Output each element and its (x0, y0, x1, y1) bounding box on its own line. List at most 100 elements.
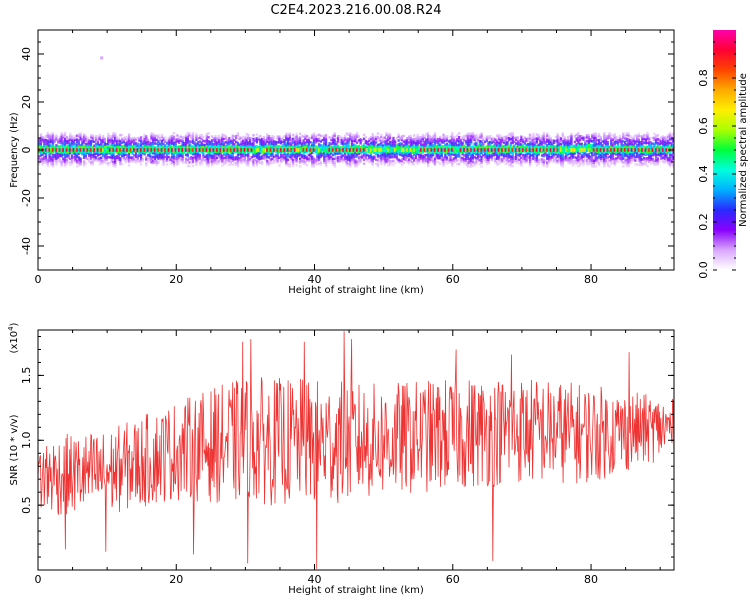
heat-cell (544, 153, 547, 157)
heat-cell (457, 141, 461, 145)
heat-cell (250, 136, 253, 140)
heat-cell (321, 134, 324, 138)
heat-cell (565, 154, 568, 158)
heat-cell (314, 135, 317, 138)
heat-cell (129, 160, 132, 163)
heat-cell-mid (380, 148, 382, 152)
heat-cell (152, 161, 155, 165)
heat-cell (402, 153, 405, 157)
heat-cell (295, 142, 298, 146)
heat-cell (540, 154, 544, 157)
heat-cell (160, 133, 164, 137)
heat-cell (179, 150, 183, 154)
heat-cell (157, 142, 160, 145)
heat-cell (63, 147, 67, 150)
colorbar-tick-label: 0.0 (697, 261, 710, 279)
heat-cell (606, 150, 609, 154)
heat-cell (630, 156, 634, 159)
heat-cell (117, 137, 120, 140)
heat-cell (219, 136, 222, 140)
heat-cell (63, 156, 67, 160)
heat-cell (279, 159, 283, 162)
heat-cell (502, 141, 506, 144)
heat-cell (50, 144, 53, 148)
heat-cell (221, 148, 224, 152)
heat-cell (620, 141, 623, 145)
heat-cell (589, 159, 592, 162)
heat-cell (497, 134, 501, 137)
heat-cell (635, 144, 639, 147)
heat-cell (152, 136, 155, 140)
heat-cell (596, 152, 599, 155)
heat-cell (133, 158, 136, 161)
heat-cell (245, 140, 248, 144)
heat-cell (646, 153, 649, 156)
heat-cell (430, 141, 433, 145)
heat-cell (423, 159, 426, 163)
heat-cell (544, 150, 547, 153)
heat-cell-mid (295, 148, 298, 152)
heat-cell (129, 137, 132, 140)
heat-cell (110, 135, 113, 138)
heat-cell (639, 150, 642, 154)
heat-cell (426, 164, 430, 168)
heat-cell (98, 159, 101, 162)
heat-cell (338, 157, 342, 161)
heat-cell (354, 155, 357, 159)
heat-cell (356, 145, 359, 148)
heat-cell (288, 153, 291, 157)
heat-cell (523, 140, 526, 143)
heat-cell (210, 148, 214, 152)
heat-cell (172, 160, 176, 164)
heat-cell (487, 150, 490, 154)
heat-cell (276, 146, 279, 150)
heat-cell (255, 160, 259, 163)
heat-cell (197, 145, 200, 148)
heat-cell (216, 162, 219, 165)
heat-cell (205, 138, 208, 142)
heat-cell (492, 136, 495, 140)
heat-cell (456, 162, 459, 166)
heat-cell (523, 146, 526, 149)
heat-cell (148, 150, 151, 154)
heat-cell (285, 157, 288, 160)
heat-cell (158, 158, 162, 161)
heat-cell (257, 153, 260, 157)
heat-cell (217, 144, 221, 147)
heat-cell (587, 137, 590, 141)
heat-cell (520, 149, 523, 152)
heat-cell (596, 139, 599, 142)
heat-cell (502, 156, 506, 160)
heat-cell (145, 150, 148, 154)
heat-cell (475, 151, 478, 154)
heat-cell (589, 163, 592, 166)
heat-cell (62, 145, 65, 149)
heat-cell (67, 139, 70, 142)
heat-cell (361, 154, 364, 157)
heat-cell (177, 160, 181, 164)
heat-cell (328, 151, 331, 155)
heat-cell (515, 159, 518, 163)
heat-cell (471, 137, 475, 141)
heat-cell (620, 157, 623, 160)
heat-cell (46, 141, 49, 144)
heat-cell (672, 163, 674, 166)
heat-cell (228, 156, 231, 159)
heat-cell (376, 132, 380, 135)
heat-cell (582, 151, 585, 155)
heat-cell (366, 159, 369, 163)
heat-cell (323, 142, 326, 145)
heat-cell (279, 157, 283, 160)
heat-cell-peak (342, 148, 345, 152)
heat-cell (347, 150, 350, 154)
heat-cell (70, 143, 74, 146)
heat-cell (245, 138, 248, 142)
heat-cell (74, 152, 77, 155)
heat-cell (330, 152, 333, 155)
heat-cell (637, 163, 641, 166)
heat-cell (613, 152, 616, 155)
heat-cell (402, 134, 405, 138)
heat-cell (91, 138, 94, 141)
heat-cell (506, 162, 509, 165)
heat-cell (457, 149, 461, 152)
